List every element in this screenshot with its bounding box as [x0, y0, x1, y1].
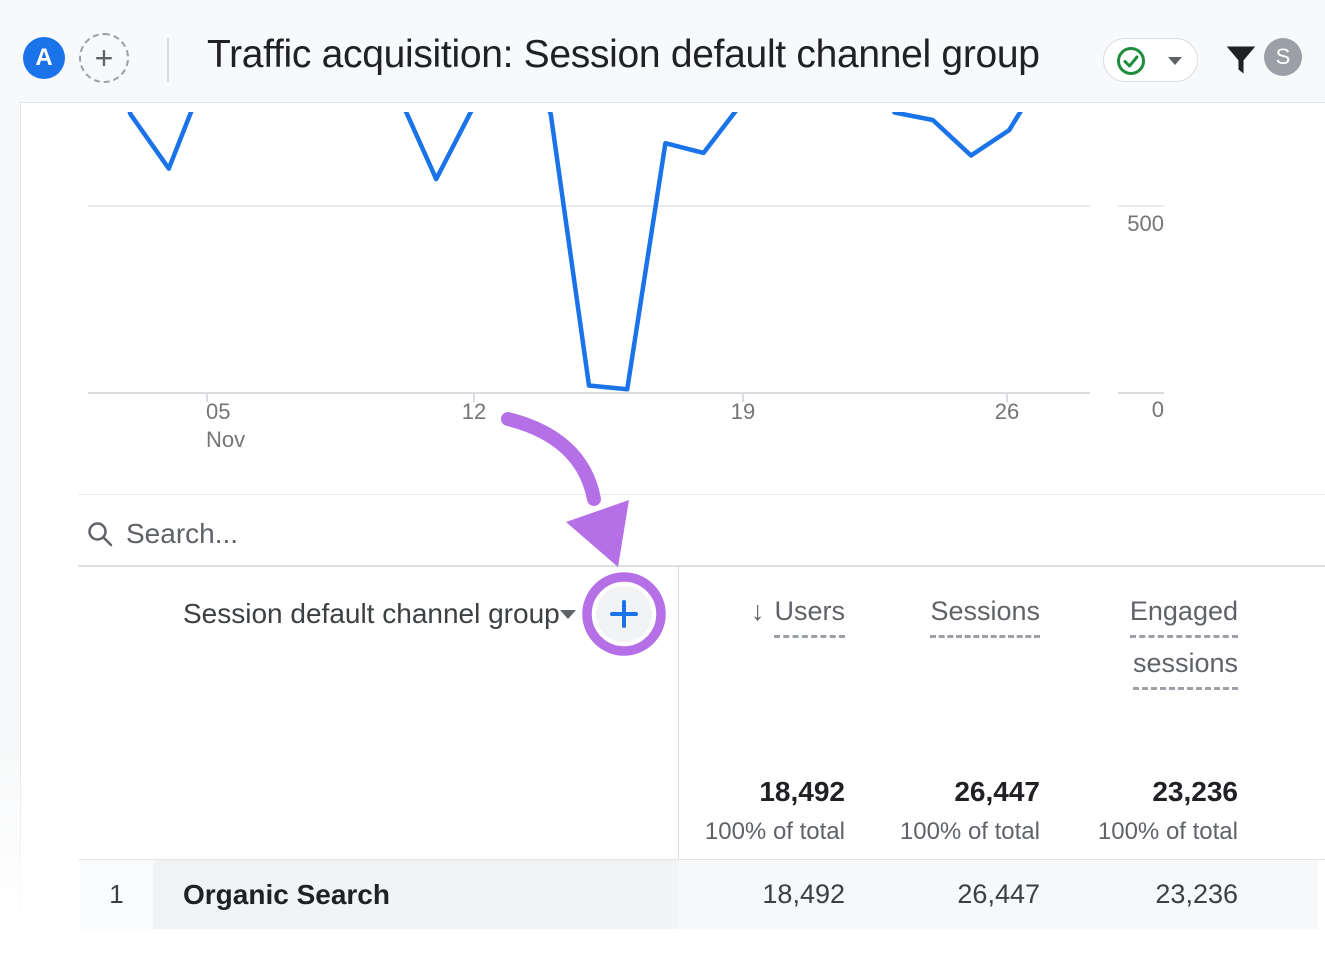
total-engaged-sessions-value: 23,236 [1152, 776, 1238, 807]
column-header-users[interactable]: ↓ Users [751, 596, 845, 638]
check-circle-icon [1117, 47, 1145, 75]
column-header-sessions[interactable]: Sessions [930, 596, 1040, 638]
search-top-divider [78, 494, 1325, 495]
x-tick-day: 05 [206, 399, 231, 424]
row-rank: 1 [80, 860, 153, 929]
total-sessions-share: 100% of total [899, 818, 1040, 845]
row-users-value: 18,492 [762, 879, 845, 909]
total-users-value: 18,492 [759, 776, 845, 807]
y-axis-tick-500: 500 [1127, 211, 1164, 236]
search-icon [88, 522, 113, 547]
sort-descending-icon: ↓ [750, 596, 765, 626]
row-channel-organic-search: Organic Search [153, 860, 678, 929]
column-header-label: Sessions [930, 596, 1040, 638]
x-axis-tick-19: 19 [730, 399, 756, 424]
page-title: Traffic acquisition: Session default cha… [207, 33, 1040, 76]
total-users: 18,492 100% of total [705, 776, 845, 846]
dimension-metrics-divider [678, 567, 679, 861]
row-engaged-sessions-value: 23,236 [1155, 879, 1238, 909]
data-quality-button[interactable] [1103, 38, 1198, 82]
header-divider [167, 38, 169, 82]
total-users-share: 100% of total [704, 818, 845, 845]
row-metrics-background [678, 860, 1318, 929]
x-tick-month: Nov [206, 427, 246, 452]
column-header-engaged-sessions[interactable]: Engaged sessions [1129, 596, 1238, 690]
app-bar: A + Traffic acquisition: Session default… [0, 0, 1325, 103]
dimension-dropdown-caret-icon[interactable] [560, 610, 576, 619]
table-header-divider [78, 565, 1325, 567]
total-sessions-value: 26,447 [954, 776, 1040, 807]
column-header-label-line2: sessions [1132, 648, 1238, 690]
x-axis-tick-12: 12 [461, 399, 487, 424]
dimension-selector[interactable]: Session default channel group [183, 598, 560, 629]
table-search-input[interactable] [124, 512, 648, 556]
x-axis-tick-26: 26 [994, 399, 1020, 424]
total-engaged-sessions-share: 100% of total [1097, 818, 1238, 845]
filter-icon[interactable] [1222, 41, 1260, 79]
column-header-label-line1: Engaged [1129, 596, 1238, 638]
y-axis-tick-0: 0 [1151, 397, 1164, 422]
column-header-label: Users [774, 596, 845, 638]
traffic-trend-line [127, 112, 1023, 392]
chevron-down-icon [1168, 57, 1182, 65]
sessions-over-time-line-chart[interactable] [0, 102, 1325, 462]
row-divider [78, 859, 1325, 860]
left-nav-edge-border [20, 102, 21, 930]
x-axis-tick-05-nov: 05 Nov [206, 398, 245, 454]
left-nav-edge [0, 102, 20, 930]
add-dimension-button[interactable] [596, 586, 652, 642]
total-engaged-sessions: 23,236 100% of total [1098, 776, 1238, 846]
user-avatar[interactable]: S [1264, 38, 1302, 76]
total-sessions: 26,447 100% of total [900, 776, 1040, 846]
account-avatar[interactable]: A [23, 37, 65, 79]
plus-icon [621, 600, 627, 628]
add-comparison-button[interactable]: + [79, 33, 129, 83]
row-sessions-value: 26,447 [957, 879, 1040, 909]
